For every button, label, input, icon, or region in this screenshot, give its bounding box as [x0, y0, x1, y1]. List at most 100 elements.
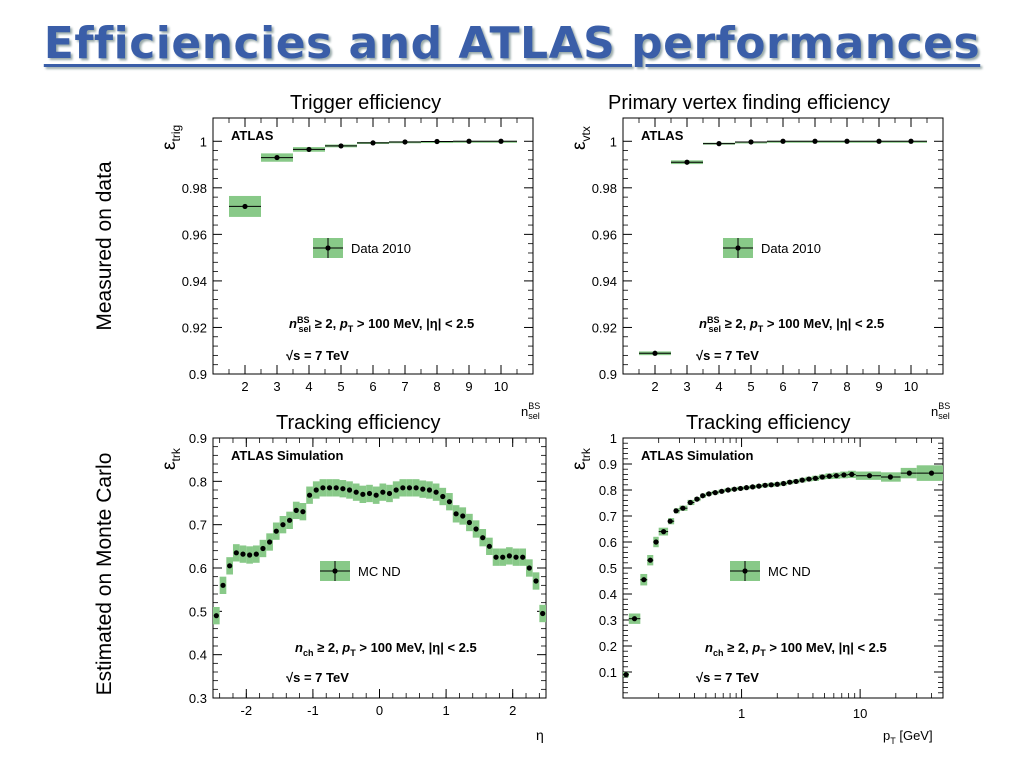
chart4-ylabel: εtrk [569, 447, 593, 470]
chart3-data-point [520, 554, 526, 560]
chart2-data-point [812, 138, 818, 144]
chart3-data-point [267, 539, 273, 545]
chart1-ylabel-text: εtrig [159, 125, 183, 150]
chart3-data-point [500, 554, 506, 560]
chart3-data-point [420, 486, 426, 492]
chart2-xtick-label: 5 [747, 379, 754, 394]
chart1-xtick-label: 5 [337, 379, 344, 394]
chart3-data-point [220, 582, 226, 588]
chart1-ytick-label: 0.98 [182, 181, 207, 196]
chart1-legend-marker [325, 245, 331, 251]
chart4-data-point [653, 539, 659, 545]
chart3-data-point [426, 487, 433, 493]
chart4-data-point [750, 484, 756, 490]
chart1-ytick-label: 1 [200, 134, 207, 149]
chart4-ytick-label: 0.5 [599, 561, 617, 576]
chart4-data-point [756, 483, 762, 489]
chart3-xtick-label: 1 [442, 703, 449, 718]
chart2-ylabel: εvtx [569, 126, 593, 150]
chart3-ytick-label: 0.8 [189, 474, 207, 489]
chart1-xtick-label: 3 [273, 379, 280, 394]
chart4-data-point [680, 505, 686, 511]
chart3-data-point [386, 490, 393, 497]
chart4-ytick-label: 0.4 [599, 587, 617, 602]
chart2-ytick-label: 0.9 [599, 367, 617, 382]
chart3-data-point [533, 578, 539, 584]
chart2-xtick-label: 2 [651, 379, 658, 394]
chart4-data-point [712, 490, 718, 496]
chart3-data-point [466, 519, 473, 526]
chart4-data-point [667, 518, 673, 524]
chart3-data-point [526, 565, 532, 571]
chart4-data-point [647, 557, 653, 563]
chart3-xtick-label: 0 [376, 703, 383, 718]
chart4-ytick-label: 0.1 [599, 665, 617, 680]
chart4-selection-cuts: nch ≥ 2, pT > 100 MeV, |η| < 2.5 [705, 640, 887, 658]
chart2-data-point [876, 138, 882, 144]
chart1-data-point [242, 203, 248, 210]
chart3-xlabel: η [536, 727, 544, 743]
chart3-ytick-label: 0.7 [189, 518, 207, 533]
chart4-data-point [687, 499, 693, 506]
chart3-energy-label: √s = 7 TeV [286, 670, 349, 685]
chart1-ytick-label: 0.94 [182, 274, 207, 289]
chart2-data-point [652, 350, 658, 356]
chart2-selection-cuts: nBS sel ≥ 2, pT > 100 MeV, |η| < 2.5 [699, 315, 884, 334]
chart1-xtick-label: 2 [241, 379, 248, 394]
chart2-data-point [780, 138, 786, 144]
chart3-atlas-label: ATLAS Simulation [231, 448, 343, 463]
chart4-data-point [694, 496, 700, 502]
chart4-data-point [833, 473, 839, 479]
chart3-xtick-label: 2 [509, 703, 516, 718]
chart2-xtick-label: 6 [779, 379, 786, 394]
chart2-ytick-label: 1 [610, 134, 617, 149]
chart2-legend-marker [735, 245, 741, 251]
chart3-data-point [493, 554, 499, 560]
panel-title-tracking-pt: Tracking efficiency [686, 412, 851, 434]
panel-title-trigger: Trigger efficiency [290, 92, 442, 114]
chart3-data-point [393, 487, 399, 493]
chart4-data-point [631, 616, 638, 622]
chart4-legend-label: MC ND [768, 564, 811, 579]
chart3-data-point [247, 552, 253, 558]
chart1-data-point [498, 138, 504, 144]
chart4-data-point [826, 473, 832, 479]
chart2-xtick-label: 4 [715, 379, 722, 394]
chart4-data-point [641, 577, 647, 583]
chart4-data-point [623, 672, 629, 678]
chart1-atlas-label: ATLAS [231, 128, 274, 143]
chart2-data-point [684, 159, 690, 165]
chart3-data-point [473, 526, 479, 532]
chart3-data-point [313, 487, 319, 493]
chart1-data-point [466, 138, 472, 144]
chart3-data-point [400, 485, 406, 491]
chart3-ytick-label: 0.3 [189, 691, 207, 706]
chart3-data-point [340, 486, 346, 492]
chart4-xtick-label: 1 [738, 706, 745, 721]
chart3-legend-label: MC ND [358, 564, 401, 579]
slide-title: Efficiencies and ATLAS performances [43, 18, 981, 69]
chart4-ytick-label: 0.2 [599, 639, 617, 654]
chart4-ytick-label: 0.9 [599, 457, 617, 472]
chart3-data-point [293, 507, 299, 513]
chart3-data-point [513, 554, 519, 560]
chart4-ylabel-text: εtrk [569, 447, 593, 470]
chart4-data-point [660, 529, 667, 535]
chart4-xlabel: pT [GeV] [883, 728, 933, 746]
chart3-data-point [273, 528, 279, 534]
chart3-data-point [286, 517, 293, 523]
chart1-ytick-label: 0.96 [182, 227, 207, 242]
chart3-xtick-label: -2 [241, 703, 253, 718]
chart4-ytick-label: 1 [610, 431, 617, 446]
chart4-data-point [719, 488, 725, 494]
chart2-energy-label: √s = 7 TeV [696, 348, 759, 363]
chart3-ytick-label: 0.6 [189, 561, 207, 576]
chart1-xtick-label: 9 [465, 379, 472, 394]
chart4-data-point [731, 486, 737, 492]
chart4-data-point [725, 487, 731, 493]
chart3-data-point [440, 493, 446, 500]
chart3-ytick-label: 0.5 [189, 604, 207, 619]
chart4-energy-label: √s = 7 TeV [696, 670, 759, 685]
chart3-data-point [346, 487, 353, 493]
chart4-ytick-label: 0.7 [599, 509, 617, 524]
